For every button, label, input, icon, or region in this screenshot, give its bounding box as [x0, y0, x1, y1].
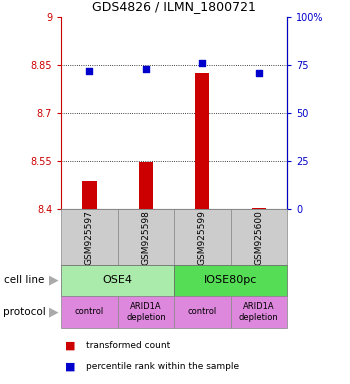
Bar — [174, 296, 231, 328]
Text: ARID1A
depletion: ARID1A depletion — [239, 302, 279, 322]
Text: cell line: cell line — [4, 275, 44, 285]
Bar — [139, 162, 153, 209]
Text: control: control — [188, 308, 217, 316]
Bar — [61, 265, 174, 296]
Text: ■: ■ — [65, 341, 75, 351]
Point — [256, 70, 261, 76]
Text: GSM925598: GSM925598 — [141, 210, 150, 265]
Text: GSM925597: GSM925597 — [85, 210, 94, 265]
Text: transformed count: transformed count — [86, 341, 170, 350]
Text: GSM925600: GSM925600 — [254, 210, 263, 265]
Bar — [118, 209, 174, 265]
Bar — [61, 209, 118, 265]
Text: percentile rank within the sample: percentile rank within the sample — [86, 362, 239, 371]
Text: ARID1A
depletion: ARID1A depletion — [126, 302, 166, 322]
Point — [87, 68, 92, 74]
Title: GDS4826 / ILMN_1800721: GDS4826 / ILMN_1800721 — [92, 0, 256, 13]
Point — [199, 60, 205, 66]
Bar — [61, 296, 118, 328]
Bar — [195, 73, 209, 209]
Text: IOSE80pc: IOSE80pc — [204, 275, 257, 285]
Text: ▶: ▶ — [49, 306, 59, 318]
Bar — [231, 296, 287, 328]
Text: ▶: ▶ — [49, 274, 59, 287]
Bar — [231, 209, 287, 265]
Text: protocol: protocol — [4, 307, 46, 317]
Bar — [174, 209, 231, 265]
Bar — [118, 296, 174, 328]
Text: OSE4: OSE4 — [103, 275, 133, 285]
Text: control: control — [75, 308, 104, 316]
Point — [143, 66, 149, 72]
Bar — [174, 265, 287, 296]
Text: GSM925599: GSM925599 — [198, 210, 207, 265]
Bar — [82, 182, 97, 209]
Text: ■: ■ — [65, 362, 75, 372]
